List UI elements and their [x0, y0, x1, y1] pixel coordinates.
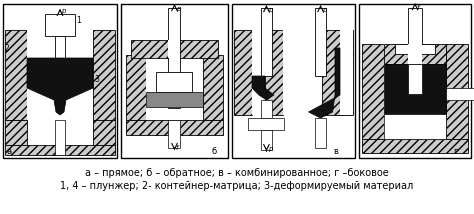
Bar	[261, 100, 272, 118]
Bar	[261, 130, 272, 150]
Bar	[446, 44, 468, 139]
Bar	[322, 30, 340, 115]
Bar	[156, 72, 192, 92]
Polygon shape	[27, 58, 93, 115]
Bar	[340, 30, 353, 115]
Bar	[55, 120, 65, 155]
Bar	[408, 44, 422, 64]
Bar	[55, 36, 65, 78]
Bar	[146, 55, 203, 120]
Bar	[283, 30, 293, 115]
Bar	[408, 64, 422, 94]
Text: p: p	[268, 7, 273, 13]
Text: а: а	[7, 147, 12, 156]
Bar	[168, 40, 181, 58]
Bar	[395, 44, 435, 54]
Text: б: б	[212, 147, 217, 156]
Text: f: f	[176, 145, 179, 151]
Text: 3: 3	[94, 76, 99, 85]
Bar	[408, 8, 422, 48]
Polygon shape	[252, 76, 274, 100]
Bar	[265, 30, 283, 115]
Bar	[126, 55, 146, 120]
Bar	[168, 8, 181, 108]
Bar	[93, 120, 115, 145]
Bar	[146, 92, 203, 107]
Bar	[384, 114, 446, 139]
Bar	[126, 120, 223, 135]
Bar	[45, 14, 75, 36]
Bar	[248, 118, 284, 130]
Text: p: p	[62, 8, 66, 14]
Bar	[261, 8, 272, 76]
Text: 1: 1	[76, 15, 81, 24]
Bar	[315, 8, 326, 76]
Bar	[446, 88, 474, 100]
Bar	[5, 30, 27, 120]
Bar	[93, 30, 115, 120]
Bar	[5, 145, 115, 155]
Bar	[384, 64, 446, 114]
Bar	[3, 4, 117, 158]
Bar	[131, 40, 218, 58]
Bar	[362, 44, 384, 139]
Bar	[27, 30, 93, 120]
Bar	[5, 120, 27, 145]
Text: 2: 2	[5, 43, 10, 52]
Bar	[359, 4, 471, 158]
Bar	[203, 55, 223, 120]
Bar	[384, 44, 446, 139]
Bar	[335, 30, 353, 115]
Text: в: в	[333, 147, 338, 156]
Text: p: p	[176, 6, 181, 12]
Bar	[362, 139, 468, 153]
Text: г: г	[453, 147, 457, 156]
Polygon shape	[309, 48, 340, 118]
Bar	[234, 30, 252, 115]
Bar	[252, 30, 265, 115]
Text: 1, 4 – плунжер; 2- контейнер-матрица; 3-деформируемый материал: 1, 4 – плунжер; 2- контейнер-матрица; 3-…	[60, 181, 414, 191]
Bar	[384, 44, 446, 64]
Bar	[315, 118, 326, 148]
Bar	[232, 4, 355, 158]
Text: p: p	[322, 7, 327, 13]
Bar	[121, 4, 228, 158]
Text: p: p	[268, 146, 273, 152]
Text: f: f	[417, 5, 419, 11]
Bar	[168, 120, 181, 148]
Text: а – прямое; б – обратное; в – комбинированное; г –боковое: а – прямое; б – обратное; в – комбиниров…	[85, 168, 389, 178]
